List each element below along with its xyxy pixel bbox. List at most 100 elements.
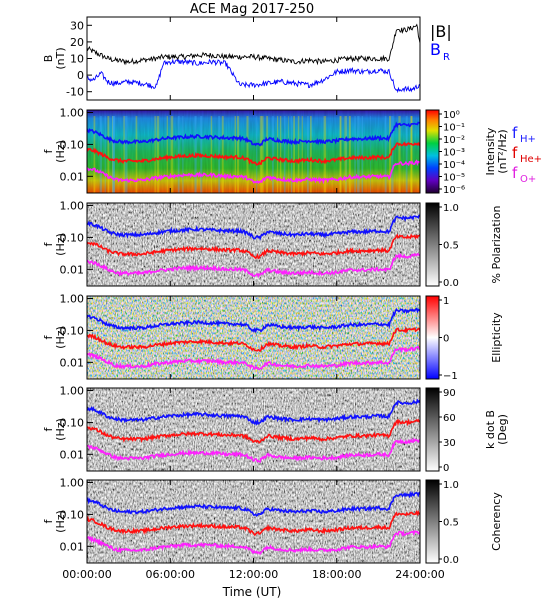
spectrogram-0-streak xyxy=(154,116,156,193)
colorbar-0 xyxy=(425,109,440,194)
spectrogram-4-gyro-line-O+ xyxy=(87,530,420,556)
spectrogram-2-ytick-label-2: 0.01 xyxy=(60,356,85,369)
legend-O+-label: f xyxy=(512,164,518,182)
spectrogram-0-gyro-line-O+ xyxy=(87,159,420,185)
x-tick-label-2: 12:00:00 xyxy=(229,568,278,581)
colorbar-3 xyxy=(425,387,440,472)
x-tick-label-0: 00:00:00 xyxy=(62,568,111,581)
colorbar-0-tick-label-3: 10⁻³ xyxy=(443,148,465,159)
spectrogram-2-gyro-line-H+ xyxy=(87,307,420,334)
spectrogram-2-ytick-label-0: 1.00 xyxy=(60,293,85,306)
spectrogram-0-streak xyxy=(349,116,351,193)
spectrogram-0-streak xyxy=(218,116,221,193)
spectrogram-1-gyro-line-H+ xyxy=(87,214,420,241)
x-tick-label-3: 18:00:00 xyxy=(312,568,361,581)
spectrogram-1-ytick-label-1: 0.10 xyxy=(60,231,85,244)
spectrogram-0-streak xyxy=(266,116,269,193)
b-legend-br: B xyxy=(430,40,441,59)
spectrogram-0-streak xyxy=(283,116,286,193)
legend-He+-sub: He+ xyxy=(520,154,542,165)
spectrogram-0-streak xyxy=(339,116,342,193)
spectrogram-0-streak xyxy=(256,116,258,193)
spectrogram-0-streak xyxy=(112,116,114,193)
spectrogram-3-gyro-line-H+ xyxy=(87,398,420,426)
colorbar-2-tick-label-2: −1 xyxy=(443,371,458,382)
spectrogram-0-streak xyxy=(410,116,413,193)
colorbar-4-label-line1: Coherency xyxy=(490,492,503,551)
spectrogram-0-ytick-label-1: 0.10 xyxy=(60,138,85,151)
legend-O+-sub: O+ xyxy=(520,174,536,185)
spectrogram-2-ylabel-line2: (Hz) xyxy=(54,326,67,349)
spectrogram-2-ylabel-line1: f xyxy=(42,334,55,339)
spectrogram-3-ylabel-line1: f xyxy=(42,426,55,431)
x-tick-label-4: 24:00:00 xyxy=(395,568,444,581)
spectrogram-0-streak xyxy=(112,116,115,193)
spectrogram-0-streak xyxy=(361,116,364,193)
colorbar-0-tick-label-4: 10⁻⁴ xyxy=(443,160,465,171)
colorbar-2 xyxy=(425,295,440,380)
spectrogram-0-streak xyxy=(357,116,360,193)
spectrogram-0-streak xyxy=(344,116,347,193)
colorbar-4-tick-label-1: 0.5 xyxy=(443,518,459,529)
spectrogram-0-streak xyxy=(125,116,127,193)
spectrogram-0-streak xyxy=(93,116,96,193)
spectrogram-2-ytick-label-1: 0.10 xyxy=(60,324,85,337)
colorbar-2-tick-label-1: 0 xyxy=(443,334,449,345)
colorbar-4-tick-label-2: 0.0 xyxy=(443,555,459,566)
spectrogram-0-streak xyxy=(112,116,115,193)
b-ytick-label-0: -10 xyxy=(66,86,84,99)
colorbar-4 xyxy=(425,479,440,564)
colorbar-3-label-line2: (Deg) xyxy=(496,414,509,445)
colorbar-0-tick-label-1: 10⁻¹ xyxy=(443,123,465,134)
spectrogram-0-streak xyxy=(310,116,312,193)
spectrogram-4-ytick-label-1: 0.10 xyxy=(60,508,85,521)
spectrogram-0-streak xyxy=(411,116,412,193)
b-series-line-1 xyxy=(87,58,420,94)
colorbar-1 xyxy=(425,202,440,287)
colorbar-1-tick-label-1: 0.5 xyxy=(443,241,459,252)
colorbar-4-tick-label-0: 1.0 xyxy=(443,480,459,491)
spectrogram-0-streak xyxy=(307,116,309,193)
legend-H+-label: f xyxy=(512,124,518,142)
colorbar-2-label-line1: Ellipticity xyxy=(490,312,503,363)
x-tick-label-1: 06:00:00 xyxy=(146,568,195,581)
spectrogram-0-streak xyxy=(370,116,371,193)
spectrogram-0-streak xyxy=(348,116,350,193)
spectrogram-0-streak xyxy=(259,116,263,193)
spectrogram-3-ytick-label-2: 0.01 xyxy=(60,448,85,461)
spectrogram-0-streak xyxy=(200,116,203,193)
spectrogram-4-ytick-label-2: 0.01 xyxy=(60,540,85,553)
spectrogram-4-gyro-line-H+ xyxy=(87,490,420,517)
spectrogram-0-streak xyxy=(123,116,125,193)
spectrogram-0-streak xyxy=(391,116,394,193)
spectrogram-0-streak xyxy=(261,116,264,193)
spectrogram-3-gyro-line-O+ xyxy=(87,437,420,463)
spectrogram-3-ylabel-line2: (Hz) xyxy=(54,418,67,441)
spectrogram-0-streak xyxy=(135,116,138,193)
colorbar-1-label-line1: % Polarization xyxy=(490,206,503,284)
spectrogram-0-streak xyxy=(107,116,110,193)
b-legend-magnitude: |B| xyxy=(430,22,452,41)
spectrogram-0-streak xyxy=(297,116,300,193)
spectrogram-0-streak xyxy=(288,116,289,193)
spectrogram-0-ylabel-line1: f xyxy=(42,148,55,153)
spectrogram-0-streak xyxy=(301,116,303,193)
spectrogram-2-gyro-line-O+ xyxy=(87,345,420,371)
spectrogram-1-ylabel-line2: (Hz) xyxy=(54,233,67,256)
spectrogram-0-streak xyxy=(323,116,327,193)
colorbar-0-tick-label-6: 10⁻⁶ xyxy=(443,185,465,196)
colorbar-0-tick-label-0: 10⁰ xyxy=(443,110,460,121)
spectrogram-0-streak xyxy=(279,116,282,193)
spectrogram-0-streak xyxy=(340,116,342,193)
spectrogram-0-streak xyxy=(156,116,160,193)
spectrogram-0-streak xyxy=(237,116,240,193)
spectrogram-0-streak xyxy=(272,116,274,193)
spectrogram-0-ylabel-line2: (Hz) xyxy=(54,140,67,163)
spectrogram-3-gyro-line-He+ xyxy=(87,418,420,444)
spectrogram-1-gyro-line-He+ xyxy=(87,233,420,260)
spectrogram-0-streak xyxy=(277,116,279,193)
spectrogram-0-ytick-label-2: 0.01 xyxy=(60,170,85,183)
x-axis-label: Time (UT) xyxy=(222,585,282,599)
spectrogram-0-streak xyxy=(221,116,224,193)
